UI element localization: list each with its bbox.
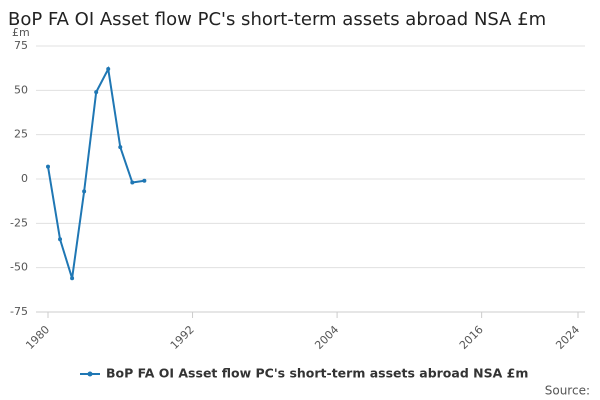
x-tick-label: 2004	[312, 323, 341, 352]
source: Source:	[545, 384, 590, 398]
legend-label: BoP FA OI Asset flow PC's short-term ass…	[106, 366, 528, 381]
legend-marker	[87, 371, 93, 377]
y-tick-label: 75	[14, 39, 28, 52]
y-tick-label: 0	[21, 172, 28, 185]
y-unit: £m	[12, 26, 30, 39]
x-tick-label: 1980	[23, 323, 52, 352]
y-tick-label: 25	[14, 128, 28, 141]
point	[58, 237, 63, 242]
point	[70, 276, 75, 281]
x-tick-label: 2016	[457, 323, 486, 352]
y-tick-label: -75	[10, 305, 28, 318]
point	[130, 180, 135, 185]
point	[142, 178, 147, 183]
y-tick-label: 50	[14, 83, 28, 96]
point	[106, 67, 111, 72]
point	[82, 189, 87, 194]
x-tick-label: 2024	[553, 323, 582, 352]
point	[94, 90, 99, 95]
x-tick-label: 1992	[168, 323, 197, 352]
point	[118, 145, 123, 150]
y-tick-label: -50	[10, 261, 28, 274]
line	[47, 65, 145, 279]
point	[46, 164, 50, 169]
chart-title: BoP FA OI Asset flow PC's short-term ass…	[8, 9, 546, 30]
y-tick-label: -25	[10, 216, 28, 229]
